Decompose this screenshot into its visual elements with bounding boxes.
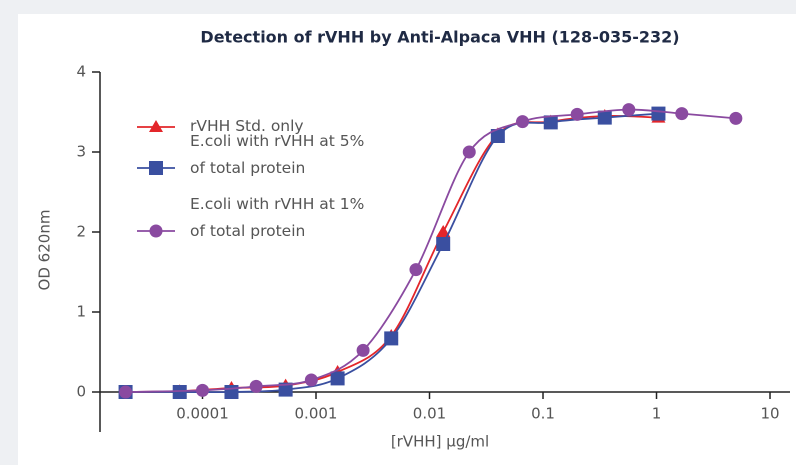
y-tick-label: 0 <box>76 383 86 401</box>
legend-entry: E.coli with rVHH at 5% of total protein <box>190 132 365 177</box>
marker <box>543 115 558 130</box>
chart-title: Detection of rVHH by Anti-Alpaca VHH (12… <box>200 28 679 47</box>
marker <box>675 107 689 121</box>
x-tick-label: 0.1 <box>531 405 555 423</box>
marker <box>278 382 293 397</box>
marker <box>516 115 530 129</box>
x-tick-label: 0.01 <box>413 405 446 423</box>
y-tick-label: 4 <box>76 63 86 81</box>
marker <box>729 111 743 125</box>
marker <box>196 383 210 397</box>
y-tick-label: 3 <box>76 143 86 161</box>
marker <box>330 371 345 386</box>
marker <box>490 129 505 143</box>
marker <box>570 107 584 121</box>
marker <box>149 224 163 238</box>
marker <box>597 110 612 125</box>
legend-label: E.coli with rVHH at 1% of total protein <box>190 195 365 240</box>
y-tick-label: 2 <box>76 223 86 241</box>
marker <box>149 120 163 132</box>
marker <box>436 237 451 251</box>
marker <box>249 379 263 393</box>
marker <box>622 103 636 117</box>
legend-entry: rVHH Std. only <box>190 117 304 135</box>
legend-label: rVHH Std. only <box>190 117 304 135</box>
marker <box>149 161 163 175</box>
y-tick-label: 1 <box>76 303 86 321</box>
marker <box>409 263 423 277</box>
marker <box>172 385 187 399</box>
plot-background <box>18 14 796 465</box>
marker <box>224 385 239 399</box>
marker <box>304 373 318 387</box>
marker <box>651 106 666 121</box>
marker <box>436 225 451 237</box>
marker <box>384 331 399 346</box>
y-axis-label: OD 620nm <box>36 210 54 291</box>
legend-label: E.coli with rVHH at 5% of total protein <box>190 132 365 177</box>
legend-entry: E.coli with rVHH at 1% of total protein <box>190 195 365 240</box>
x-tick-label: 0.0001 <box>176 405 229 423</box>
marker <box>356 343 370 357</box>
x-axis-label: [rVHH] µg/ml <box>391 433 489 451</box>
x-tick-label: 0.001 <box>295 405 338 423</box>
marker <box>119 385 133 399</box>
x-tick-label: 1 <box>652 405 662 423</box>
marker <box>462 145 476 159</box>
x-tick-label: 10 <box>760 405 779 423</box>
